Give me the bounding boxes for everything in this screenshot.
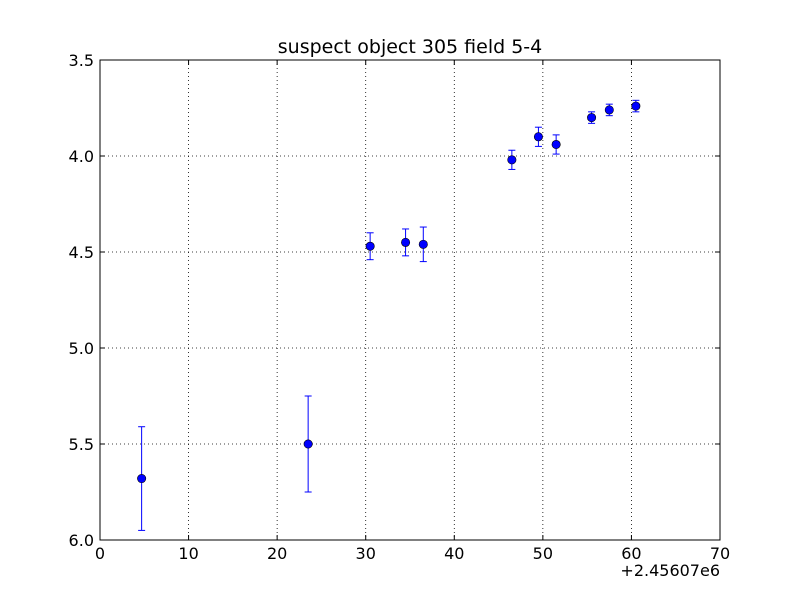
x-tick-label: 20 bbox=[267, 544, 287, 563]
data-point bbox=[303, 439, 313, 449]
x-tick-label: 30 bbox=[356, 544, 376, 563]
chart-title: suspect object 305 field 5-4 bbox=[278, 36, 543, 58]
y-tick-label: 6.0 bbox=[69, 531, 94, 550]
x-tick-label: 40 bbox=[444, 544, 464, 563]
data-point bbox=[631, 101, 641, 111]
x-tick-label: 60 bbox=[621, 544, 641, 563]
data-point bbox=[551, 139, 561, 149]
data-point bbox=[604, 105, 614, 115]
grid bbox=[100, 60, 720, 540]
x-tick-label: 10 bbox=[178, 544, 198, 563]
x-tick-label: 70 bbox=[710, 544, 730, 563]
data-point bbox=[401, 237, 411, 247]
axes bbox=[99, 59, 721, 541]
data-points bbox=[137, 99, 641, 531]
x-offset-label: +2.45607e6 bbox=[620, 561, 720, 580]
y-tick-label: 4.5 bbox=[69, 243, 94, 262]
x-tick-label: 50 bbox=[533, 544, 553, 563]
x-tick-label: 0 bbox=[95, 544, 105, 563]
ticks: 0 10 20 30 40 50 60 70 3.5 4.0 4.5 5.0 5.5 6.0 bbox=[69, 51, 731, 563]
y-tick-label: 5.5 bbox=[69, 435, 94, 454]
data-point bbox=[137, 474, 147, 484]
data-point bbox=[365, 241, 375, 251]
data-point bbox=[533, 132, 543, 142]
data-point bbox=[587, 113, 597, 123]
plot-frame bbox=[99, 59, 721, 541]
data-point bbox=[507, 155, 517, 165]
y-tick-label: 3.5 bbox=[69, 51, 94, 70]
y-tick-label: 5.0 bbox=[69, 339, 94, 358]
y-tick-label: 4.0 bbox=[69, 147, 94, 166]
data-point bbox=[418, 239, 428, 249]
